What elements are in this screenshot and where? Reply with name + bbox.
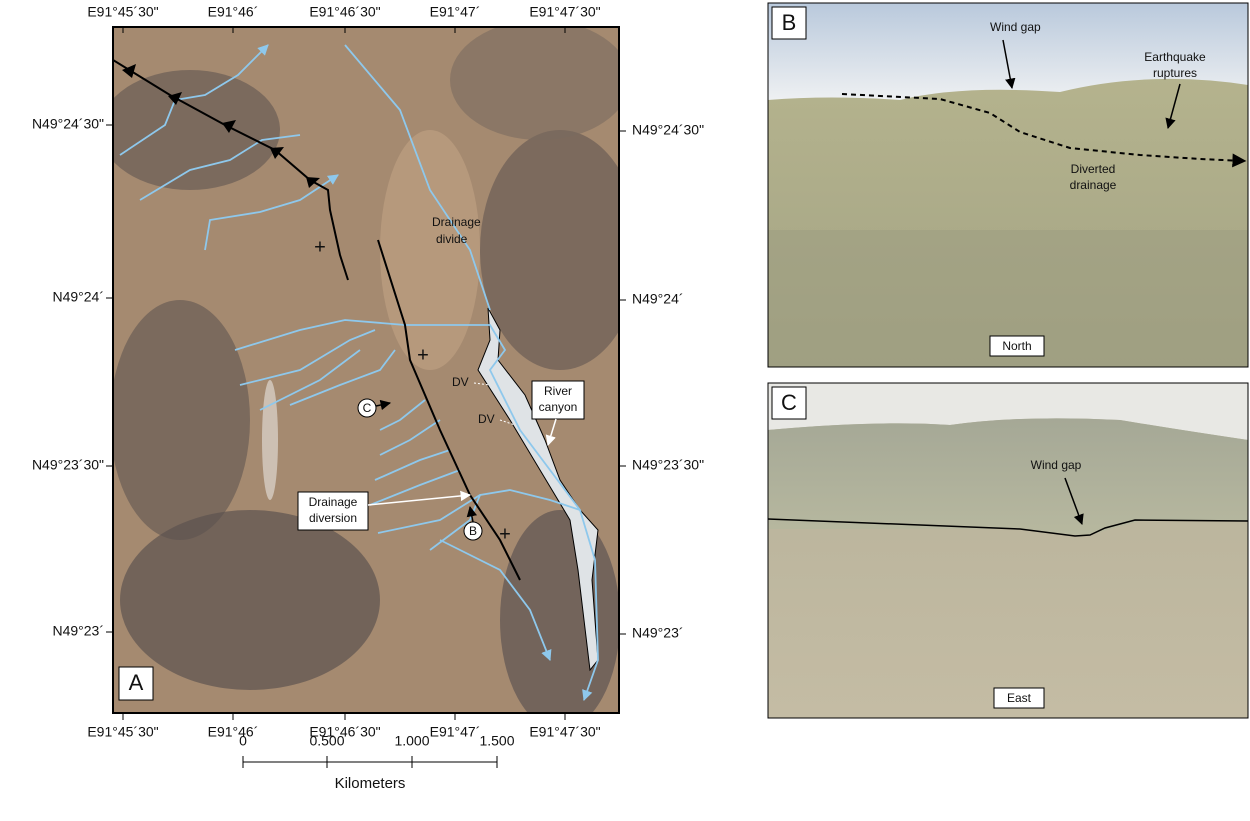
scale-label: 0 [239, 733, 247, 749]
annotation: Drainage [432, 215, 481, 229]
lon-label: E91°46´30" [309, 4, 380, 20]
map-image [100, 20, 640, 730]
hills [768, 418, 1248, 535]
plus-sign: + [314, 236, 326, 258]
terrain [480, 130, 640, 370]
panel-b: B Wind gap Earthquake ruptures Diverted … [768, 3, 1248, 367]
scale-label: 0.500 [309, 733, 344, 749]
scale-label: 1.000 [394, 733, 429, 749]
annotation: Earthquake [1144, 50, 1206, 64]
terrain [450, 20, 630, 140]
annotation: Wind gap [990, 20, 1041, 34]
lat-label: N49°24´30" [632, 122, 704, 138]
lon-label: E91°47´30" [529, 4, 600, 20]
annotation: canyon [539, 400, 578, 414]
scale-unit: Kilometers [335, 775, 406, 792]
lat-label: N49°24´30" [32, 116, 104, 132]
annotation: divide [436, 232, 468, 246]
annotation: DV [452, 375, 469, 389]
lat-label: N49°24´ [52, 289, 104, 305]
marker-label: C [363, 401, 372, 415]
lat-label: N49°23´ [632, 625, 684, 641]
body: {"panel_a": {"label": "A", "lon_labels_t… [0, 0, 1250, 821]
page: Drainage diversion map body { margin: 0;… [0, 0, 1250, 821]
annotation: Drainage [309, 495, 358, 509]
plus-sign: + [499, 523, 511, 545]
terrain [262, 380, 278, 500]
panel-c: C Wind gap East [768, 383, 1248, 718]
lat-label: N49°23´ [52, 623, 104, 639]
direction: East [1007, 691, 1032, 705]
annotation: Diverted [1071, 162, 1116, 176]
lon-label: E91°47´ [430, 724, 481, 740]
annotation: DV [478, 412, 495, 426]
annotation: ruptures [1153, 66, 1197, 80]
lon-label: E91°47´ [430, 4, 481, 20]
marker-label: B [469, 524, 477, 538]
panel-label: B [782, 10, 797, 35]
lon-label: E91°46´ [208, 724, 259, 740]
right-ticks: N49°24´30" N49°24´ N49°23´30" N49°23´ [619, 122, 704, 641]
lon-label: E91°45´30" [87, 724, 158, 740]
terrain [120, 510, 380, 690]
figure: E91°45´30" E91°46´ E91°46´30" E91°47´ E9… [0, 0, 1250, 821]
lon-label: E91°46´ [208, 4, 259, 20]
terrain [500, 510, 620, 730]
lat-label: N49°23´30" [32, 457, 104, 473]
panel-label: C [781, 390, 797, 415]
lat-label: N49°24´ [632, 291, 684, 307]
terrain [100, 70, 280, 190]
terrain [380, 130, 480, 370]
annotation: Wind gap [1031, 458, 1082, 472]
left-ticks: N49°24´30" N49°24´ N49°23´30" N49°23´ [32, 116, 113, 639]
lat-label: N49°23´30" [632, 457, 704, 473]
lon-label: E91°45´30" [87, 4, 158, 20]
plus-sign: + [417, 344, 429, 366]
annotation: River [544, 384, 572, 398]
lon-label: E91°47´30" [529, 724, 600, 740]
direction: North [1002, 339, 1031, 353]
scale-bar: 0 0.500 1.000 1.500 Kilometers [239, 733, 515, 792]
annotation: diversion [309, 511, 357, 525]
terrain [110, 300, 250, 540]
panel-label: A [129, 670, 144, 695]
annotation: drainage [1070, 178, 1117, 192]
scale-label: 1.500 [479, 733, 514, 749]
